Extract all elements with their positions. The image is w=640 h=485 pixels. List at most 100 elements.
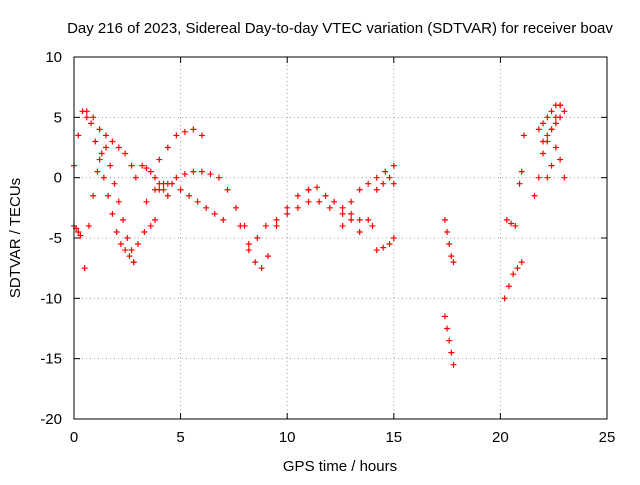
- series-arc-m: [339, 162, 397, 217]
- series-arc-w: [535, 102, 568, 133]
- data-point: [450, 259, 457, 266]
- data-point: [147, 168, 154, 175]
- data-point: [224, 186, 231, 193]
- data-point: [294, 204, 301, 211]
- series-arc-h: [156, 168, 248, 229]
- data-point: [245, 241, 252, 248]
- data-point: [450, 361, 457, 368]
- data-point: [98, 150, 105, 157]
- data-point: [380, 244, 387, 251]
- data-point: [284, 210, 291, 217]
- series-arc-y: [544, 144, 568, 181]
- data-point: [339, 204, 346, 211]
- data-point: [128, 162, 135, 169]
- data-point: [113, 228, 120, 235]
- data-point: [331, 198, 338, 205]
- data-point: [181, 171, 188, 178]
- data-point: [92, 138, 99, 145]
- x-tick-label: 10: [279, 429, 296, 446]
- data-point: [380, 180, 387, 187]
- x-tick-label: 5: [176, 429, 184, 446]
- data-point: [441, 216, 448, 223]
- data-point: [544, 132, 551, 139]
- data-point: [90, 114, 97, 121]
- data-point: [305, 186, 312, 193]
- data-point: [164, 192, 171, 199]
- data-point: [141, 228, 148, 235]
- data-point: [339, 222, 346, 229]
- data-point: [273, 216, 280, 223]
- series-arc-d: [71, 222, 84, 239]
- data-point: [535, 126, 542, 133]
- data-point: [382, 168, 389, 175]
- data-point: [109, 138, 116, 145]
- series-arc-r: [441, 313, 457, 368]
- data-point: [237, 222, 244, 229]
- data-point: [316, 198, 323, 205]
- data-point: [356, 186, 363, 193]
- data-point: [122, 247, 129, 254]
- series-arc-n: [339, 216, 376, 235]
- data-point: [254, 235, 261, 241]
- x-tick-label: 20: [492, 429, 509, 446]
- data-point: [322, 192, 329, 199]
- y-tick-label: 5: [54, 109, 62, 126]
- data-point: [448, 349, 455, 356]
- x-tick-label: 15: [385, 429, 402, 446]
- data-point: [109, 210, 116, 217]
- data-point: [198, 132, 205, 139]
- data-point: [96, 156, 103, 163]
- data-point: [444, 228, 451, 235]
- data-point: [531, 192, 538, 199]
- data-point: [444, 325, 451, 332]
- data-point: [173, 174, 180, 181]
- data-point: [557, 114, 564, 121]
- data-point: [130, 259, 137, 266]
- data-point: [262, 222, 269, 229]
- series-arc-a: [71, 108, 137, 266]
- data-point: [207, 171, 214, 178]
- x-axis-label: GPS time / hours: [283, 458, 397, 475]
- data-point: [552, 120, 559, 127]
- data-point: [348, 198, 355, 205]
- data-point: [152, 216, 159, 223]
- data-point: [540, 150, 547, 157]
- data-point: [386, 241, 393, 248]
- y-tick-label: -10: [40, 290, 62, 307]
- data-point: [501, 295, 508, 302]
- data-point: [390, 162, 397, 169]
- data-point: [220, 216, 227, 223]
- data-point: [508, 220, 515, 227]
- data-point: [305, 198, 312, 205]
- series-arc-t: [503, 216, 519, 229]
- data-point: [164, 144, 171, 151]
- data-point: [117, 241, 124, 248]
- data-point: [386, 174, 393, 181]
- data-point: [245, 247, 252, 254]
- data-point: [548, 108, 555, 115]
- series-arc-q: [441, 216, 457, 266]
- data-point: [203, 204, 210, 211]
- data-point: [505, 283, 512, 290]
- data-point: [510, 271, 517, 278]
- series-arc-s: [501, 259, 525, 302]
- data-point: [373, 247, 380, 254]
- data-point: [120, 216, 127, 223]
- data-point: [177, 186, 184, 193]
- data-point: [535, 174, 542, 181]
- data-point: [518, 259, 525, 266]
- data-point: [198, 168, 205, 175]
- data-point: [369, 222, 376, 229]
- data-point: [111, 180, 118, 187]
- y-tick-label: 10: [45, 49, 62, 66]
- data-point: [348, 210, 355, 217]
- data-point: [102, 132, 109, 139]
- data-point: [90, 192, 97, 199]
- data-point: [75, 132, 82, 139]
- data-point: [128, 247, 135, 254]
- data-point: [81, 265, 88, 272]
- chart-title: Day 216 of 2023, Sidereal Day-to-day VTE…: [67, 20, 613, 37]
- data-point: [126, 253, 133, 260]
